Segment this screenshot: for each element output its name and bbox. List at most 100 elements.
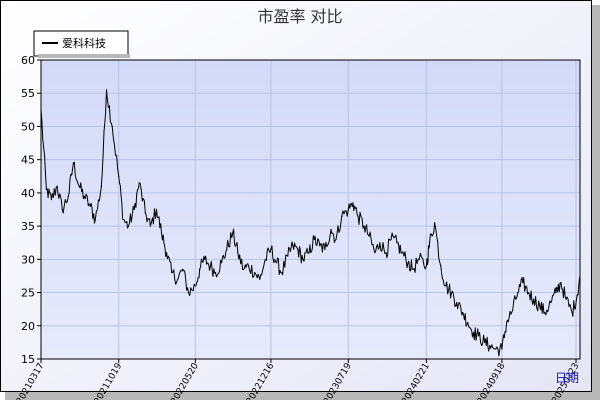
data-point bbox=[484, 341, 486, 343]
data-point bbox=[489, 345, 491, 347]
data-point bbox=[292, 245, 294, 247]
data-point bbox=[221, 262, 223, 264]
data-point bbox=[407, 262, 409, 264]
y-tick-label: 40 bbox=[21, 187, 35, 200]
data-point bbox=[330, 228, 332, 230]
data-point bbox=[374, 252, 376, 254]
y-tick-label: 15 bbox=[21, 353, 35, 366]
data-point bbox=[297, 248, 299, 250]
legend-label: 爱科科技 bbox=[62, 36, 106, 50]
data-point bbox=[111, 125, 113, 127]
data-point bbox=[232, 232, 234, 234]
shadow-right bbox=[592, 5, 600, 400]
plot-border bbox=[40, 59, 581, 360]
data-point bbox=[171, 272, 173, 274]
data-point bbox=[270, 248, 272, 250]
y-tick-label: 45 bbox=[21, 154, 35, 167]
data-point bbox=[462, 311, 464, 314]
data-point bbox=[357, 215, 359, 217]
data-point bbox=[517, 292, 519, 294]
data-point bbox=[467, 321, 469, 324]
data-point bbox=[214, 272, 217, 274]
data-point bbox=[472, 331, 475, 333]
y-tick-label: 50 bbox=[21, 120, 35, 133]
data-point bbox=[204, 258, 206, 260]
data-point bbox=[450, 292, 453, 294]
data-point bbox=[347, 208, 349, 211]
data-point bbox=[324, 248, 326, 250]
data-point bbox=[544, 311, 546, 314]
y-tick-label: 30 bbox=[21, 253, 35, 266]
data-point bbox=[94, 218, 96, 221]
data-point bbox=[576, 295, 578, 297]
data-point bbox=[281, 272, 283, 274]
data-point bbox=[72, 162, 74, 164]
data-point bbox=[550, 301, 552, 304]
data-point bbox=[511, 311, 513, 314]
data-point bbox=[149, 225, 151, 227]
data-point bbox=[105, 89, 108, 91]
grid-lines bbox=[41, 60, 580, 359]
data-point bbox=[56, 185, 58, 187]
data-point bbox=[194, 285, 196, 287]
data-point bbox=[456, 301, 458, 304]
data-point bbox=[276, 262, 278, 264]
data-point bbox=[264, 258, 267, 260]
data-point bbox=[501, 348, 503, 350]
data-point bbox=[177, 278, 179, 280]
data-point bbox=[477, 335, 480, 337]
data-point bbox=[418, 258, 420, 260]
data-point bbox=[555, 292, 557, 294]
data-point bbox=[83, 195, 85, 197]
data-point bbox=[308, 252, 310, 254]
y-tick-label: 55 bbox=[21, 87, 35, 100]
data-point bbox=[522, 282, 524, 284]
data-point bbox=[199, 268, 201, 270]
data-point bbox=[89, 205, 91, 207]
legend: 爱科科技 bbox=[33, 30, 130, 58]
data-point bbox=[527, 292, 530, 294]
data-point bbox=[209, 265, 212, 267]
y-tick-label: 25 bbox=[21, 287, 35, 300]
data-point bbox=[390, 238, 392, 240]
data-point bbox=[118, 175, 120, 177]
data-point bbox=[396, 242, 398, 244]
data-point bbox=[78, 185, 80, 187]
data-point bbox=[254, 272, 256, 274]
series-layer bbox=[40, 89, 581, 357]
data-point bbox=[335, 238, 337, 240]
data-point bbox=[539, 305, 541, 307]
data-point bbox=[259, 278, 261, 280]
chart-title: 市盈率 对比 bbox=[257, 7, 342, 26]
data-point bbox=[122, 218, 124, 221]
data-point bbox=[50, 198, 53, 201]
data-point bbox=[237, 252, 239, 254]
plot-area bbox=[41, 60, 580, 359]
data-point bbox=[533, 298, 535, 300]
data-point bbox=[363, 225, 365, 227]
data-point bbox=[166, 252, 168, 254]
data-point bbox=[100, 185, 102, 187]
data-point bbox=[160, 232, 163, 234]
data-point bbox=[127, 225, 129, 227]
data-point bbox=[560, 282, 562, 284]
y-tick-label: 60 bbox=[21, 54, 35, 67]
data-point bbox=[313, 238, 315, 240]
data-point bbox=[425, 265, 427, 267]
x-axis-label: 日期 bbox=[555, 371, 579, 385]
data-point bbox=[287, 255, 289, 257]
data-point bbox=[429, 242, 431, 244]
data-point bbox=[445, 285, 447, 287]
data-point bbox=[495, 348, 497, 350]
data-point bbox=[226, 248, 228, 250]
data-point bbox=[379, 242, 381, 244]
data-point bbox=[243, 268, 245, 270]
data-point bbox=[155, 208, 158, 211]
data-point bbox=[319, 245, 321, 247]
y-tick-label: 35 bbox=[21, 220, 35, 233]
data-point bbox=[434, 222, 436, 224]
data-point bbox=[385, 252, 387, 254]
data-point bbox=[302, 258, 304, 260]
